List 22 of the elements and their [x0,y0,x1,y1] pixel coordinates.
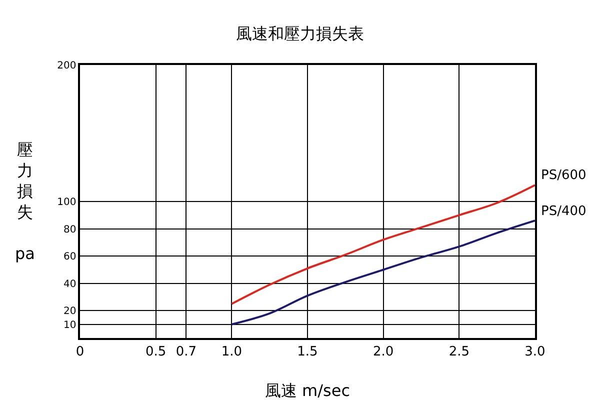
x-tick-label: 0.5 [145,344,166,360]
y-tick-label: 100 [57,197,76,208]
x-tick-label: 2.0 [372,344,394,360]
y-tick-label: 20 [64,306,76,318]
series-label: PS/400 [541,204,586,219]
text: 壓力損失 pa [15,140,35,263]
x-tick-label: 0 [76,344,84,360]
x-axis-title: 風速 m/sec [264,381,350,400]
y-tick-label: 10 [64,320,76,331]
chart-title: 風速和壓力損失表 [236,24,364,44]
series-label: PS/600 [541,168,586,183]
x-tick-label: 0.7 [176,344,197,360]
y-tick-label: 60 [64,252,76,263]
y-tick-label: 80 [64,224,76,236]
x-tick-label: 1.0 [221,344,242,360]
line-series [230,220,535,326]
x-tick-label: 1.5 [297,344,318,360]
x-tick-label: 3.0 [524,344,546,360]
x-tick-label: 2.5 [448,344,470,360]
y-tick-label: 200 [57,60,76,72]
line-series [230,184,535,305]
y-tick-label: 40 [64,278,76,290]
